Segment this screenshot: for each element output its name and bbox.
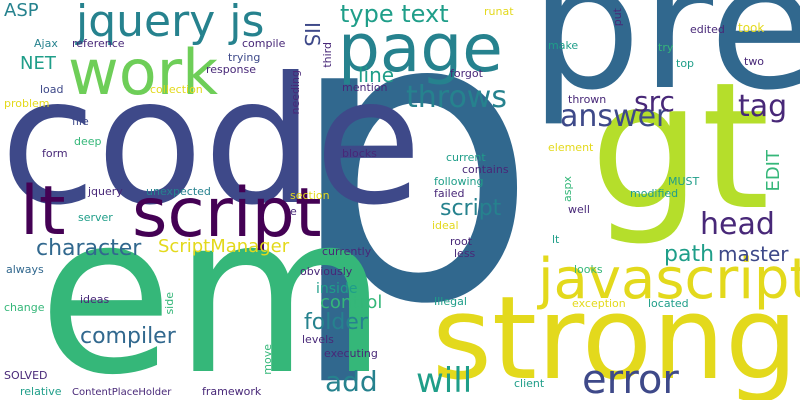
word-levels: levels — [302, 333, 334, 346]
word-trying: trying — [228, 51, 261, 64]
word-put: put — [611, 8, 624, 27]
word-will: will — [416, 361, 473, 400]
word-deep: deep — [74, 135, 102, 148]
word-add: add — [325, 365, 378, 398]
word-answer: answer — [560, 99, 669, 134]
word-framework: framework — [202, 385, 262, 398]
word-e: e — [290, 205, 297, 218]
word-lt-2: lt — [552, 233, 560, 246]
word-master: master — [718, 242, 789, 266]
word-control: control — [320, 292, 383, 313]
word-load: load — [40, 83, 64, 96]
word-reference: reference — [72, 37, 125, 50]
word-thrown: thrown — [568, 93, 607, 106]
word-currently: currently — [322, 245, 372, 258]
word-compile: compile — [242, 37, 286, 50]
word-side: side — [163, 292, 176, 315]
word-SOLVED: SOLVED — [4, 369, 48, 382]
word-type-text: type text — [340, 0, 449, 28]
word-jquery: jquery — [88, 185, 123, 198]
word-page: page — [338, 10, 503, 87]
word-script-2: script — [440, 196, 502, 221]
word-two: two — [744, 55, 765, 68]
word-unexpected: unexpected — [146, 185, 211, 198]
word-needing: needing — [289, 70, 302, 115]
word-error: error — [582, 357, 679, 400]
word-work: work — [68, 36, 219, 109]
word-ideas: ideas — [80, 293, 110, 306]
word-root: root — [450, 235, 473, 248]
word-section: section — [290, 189, 330, 202]
word-third: third — [321, 42, 334, 68]
word-ContentPlaceHolder: ContentPlaceHolder — [72, 387, 172, 398]
word-script: script — [132, 174, 322, 253]
word-aspx: aspx — [561, 176, 574, 202]
word-element: element — [548, 141, 594, 154]
word-EDIT: EDIT — [763, 150, 784, 192]
word-relative: relative — [20, 385, 62, 398]
word-mention: mention — [342, 81, 388, 94]
word-modified: modified — [630, 187, 679, 200]
word-server: server — [78, 211, 113, 224]
word-collection: collection — [150, 83, 203, 96]
word-forgot: forgot — [450, 67, 483, 80]
word-NET: NET — [20, 53, 56, 74]
word-jquery-js: jquery js — [76, 0, 265, 47]
word-obviously: obviously — [300, 265, 353, 278]
word-folder: folder — [304, 310, 368, 335]
word-pre: pre — [530, 0, 800, 129]
word-contains: contains — [462, 163, 509, 176]
word-looks: looks — [574, 263, 603, 276]
word-problem: problem — [4, 97, 50, 110]
word-Ajax: Ajax — [34, 37, 58, 50]
word-took: took — [738, 21, 765, 35]
word-following: following — [434, 175, 484, 188]
word-strong: strong — [432, 272, 799, 400]
word-gt: gt — [590, 46, 770, 249]
word-path: path — [664, 242, 715, 267]
word-code: code — [0, 41, 423, 244]
word-executing: executing — [324, 347, 378, 360]
word-MUST: MUST — [668, 175, 700, 188]
word-inside: inside — [316, 281, 358, 297]
word-failed: failed — [434, 187, 465, 200]
word-tag: tag — [738, 89, 788, 124]
word-head: head — [700, 207, 775, 242]
word-client: client — [514, 377, 545, 390]
word-lt: lt — [20, 172, 66, 251]
word-ScriptManager: ScriptManager — [158, 236, 290, 257]
word-src: src — [634, 85, 675, 118]
word-line: line — [358, 63, 395, 87]
word-ideal: ideal — [432, 219, 459, 232]
word-try: try — [658, 41, 674, 54]
word-p: p — [285, 0, 539, 392]
word-change: change — [4, 301, 45, 314]
word-file: file — [72, 115, 89, 128]
word-located: located — [648, 297, 689, 310]
word-make: make — [548, 39, 579, 52]
word-current: current — [446, 151, 486, 164]
word-well: well — [568, 203, 590, 216]
word-IIS: IIS — [300, 22, 324, 47]
word-throws: throws — [406, 80, 507, 115]
word-Illegal: Illegal — [434, 295, 467, 308]
word-em: em — [38, 167, 388, 400]
word-runat: runat — [484, 5, 514, 18]
word-less: less — [454, 247, 476, 260]
word-move: move — [261, 344, 274, 375]
word-response: response — [206, 63, 256, 76]
word-javascript: javascript — [538, 247, 800, 312]
word-blocks: blocks — [342, 147, 377, 160]
word-top: top — [676, 57, 695, 70]
word-always: always — [6, 263, 44, 276]
word-exception: exception — [572, 297, 626, 310]
word-ASP: ASP — [4, 0, 39, 21]
word-compiler: compiler — [80, 324, 176, 349]
word-character: character — [36, 236, 142, 261]
word-form: form — [42, 147, 68, 160]
word-edited: edited — [690, 23, 725, 36]
